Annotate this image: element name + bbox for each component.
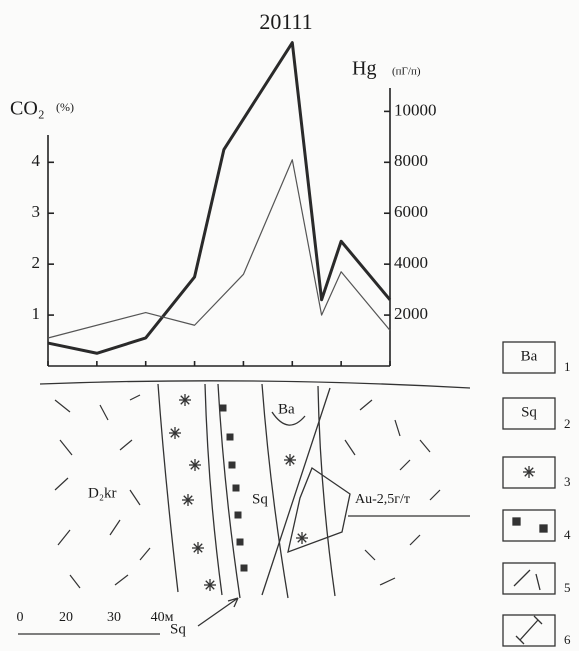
legend-box (502, 562, 556, 595)
y2-tick-label: 6000 (394, 202, 428, 221)
host-dash (129, 394, 141, 401)
legend-number: 3 (564, 474, 571, 489)
ore-square (232, 484, 240, 492)
section-label: Au-2,5г/т (355, 492, 410, 507)
star-stroke (285, 455, 295, 465)
star-stroke (180, 395, 190, 405)
legend-text: Ba (521, 348, 538, 364)
host-dash (139, 547, 151, 561)
host-dash (409, 534, 421, 546)
fault (261, 387, 331, 596)
legend-square (539, 524, 548, 533)
contact (157, 383, 179, 593)
host-dash (54, 477, 69, 491)
legend-box (502, 456, 556, 489)
section-label: Ba (278, 401, 295, 417)
scale-label: 40м (151, 610, 174, 625)
host-dash (359, 399, 373, 411)
y-axis-label: CO₂ (10, 98, 45, 120)
legend-dashes (513, 569, 541, 591)
star-stroke (170, 428, 180, 438)
y2-tick-label: 2000 (394, 304, 428, 323)
legend-number: 5 (564, 580, 571, 595)
y-axis-unit: (%) (56, 100, 74, 114)
y-tick-label: 2 (32, 253, 41, 272)
legend-text: Sq (521, 404, 537, 420)
ore-body (287, 467, 351, 554)
host-dash (364, 549, 376, 561)
star-stroke (524, 467, 534, 477)
legend-number: 4 (564, 527, 571, 542)
star-stroke (297, 533, 307, 543)
legend-box (502, 509, 556, 542)
host-dash (394, 419, 401, 437)
contact (204, 383, 223, 596)
section-label: Sq (252, 491, 268, 507)
y-tick-label: 1 (32, 304, 41, 323)
contact (317, 385, 336, 597)
ore-square (236, 538, 244, 546)
ba-lens (271, 411, 306, 426)
section (18, 380, 471, 635)
section-label: D₂kr (88, 485, 117, 501)
y2-axis-label: Hg (352, 58, 376, 80)
y2-axis-unit: (пГ/п) (392, 66, 421, 78)
legend-box (502, 341, 556, 374)
section-label: Sq (170, 621, 186, 637)
host-dash (429, 489, 441, 501)
data-line (47, 41, 392, 355)
ore-square (219, 404, 227, 412)
host-dash (129, 489, 141, 506)
host-dash (54, 399, 71, 413)
star-stroke (193, 543, 203, 553)
legend-square (512, 517, 521, 526)
ore-square (240, 564, 248, 572)
chart-title: 20111 (259, 9, 312, 34)
legend-number: 2 (564, 416, 571, 431)
host-dash (59, 439, 73, 456)
host-dash (69, 574, 81, 589)
surface (39, 380, 471, 389)
host-dash (399, 459, 411, 471)
host-dash (57, 529, 71, 546)
ore-square (226, 433, 234, 441)
legend-fault (515, 615, 543, 645)
host-dash (344, 439, 356, 456)
y2-tick-label: 10000 (394, 100, 437, 119)
y-tick-label: 3 (32, 202, 41, 221)
host-dash (379, 577, 396, 586)
ore-square (228, 461, 236, 469)
data-line (47, 159, 391, 339)
legend-box (502, 614, 556, 647)
scale-label: 0 (17, 610, 24, 625)
section-symbols (54, 394, 535, 591)
ore-square (234, 511, 242, 519)
legend-number: 1 (564, 359, 571, 374)
star-stroke (190, 460, 200, 470)
scale-label: 30 (107, 610, 121, 625)
legend-box (502, 397, 556, 430)
y2-tick-label: 4000 (394, 253, 428, 272)
contact (261, 383, 289, 599)
legend-number: 6 (564, 632, 571, 647)
star-stroke (183, 495, 193, 505)
legend (502, 341, 556, 647)
y-tick-label: 4 (32, 151, 41, 170)
host-dash (119, 439, 133, 451)
host-dash (109, 519, 121, 536)
host-dash (419, 439, 431, 453)
host-dash (114, 574, 129, 586)
y2-tick-label: 8000 (394, 151, 428, 170)
host-dash (99, 404, 109, 421)
star-stroke (205, 580, 215, 590)
arrow (197, 597, 239, 627)
scale-label: 20 (59, 610, 73, 625)
